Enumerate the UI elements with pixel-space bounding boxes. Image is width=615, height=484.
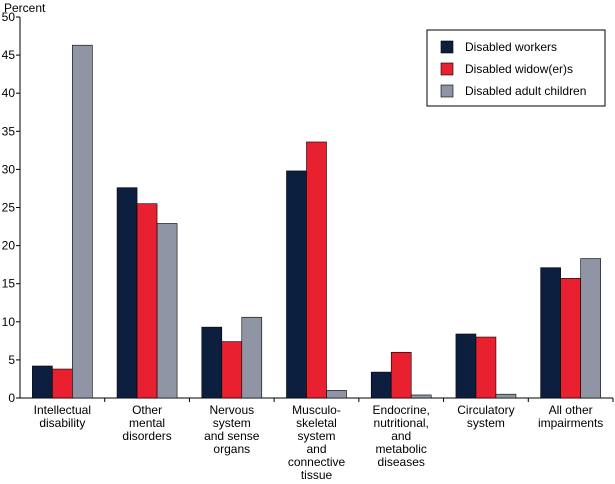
bar [52, 368, 73, 399]
bar [32, 365, 53, 399]
x-tick-label: All other impairments [538, 403, 603, 430]
bar [540, 267, 561, 399]
bar [306, 141, 327, 399]
bar [241, 316, 263, 399]
y-tick-label: 40 [2, 86, 16, 100]
y-tick-label: 30 [2, 162, 16, 176]
legend-box [426, 29, 606, 107]
bar [286, 170, 307, 399]
bar [136, 203, 158, 399]
y-tick-label: 50 [2, 10, 16, 24]
x-tick-label: Musculo-skeletal system and connective tissu… [288, 403, 346, 482]
y-tick-label: 35 [2, 124, 16, 138]
legend-swatch [440, 62, 454, 76]
bar [560, 278, 581, 399]
bar [410, 394, 432, 399]
bar [390, 351, 412, 399]
x-tick-label: Endocrine, nutritional, and metabolic diseas… [373, 403, 430, 469]
x-tick-label: Intellectual disability [34, 403, 91, 430]
x-tick-label: Circulatory system [457, 403, 514, 430]
legend-label: Disabled adult children [465, 84, 586, 98]
legend-swatch [440, 84, 454, 98]
bar [455, 333, 477, 399]
bar [475, 336, 497, 399]
bar [495, 393, 517, 399]
y-axis-label: Percent [4, 1, 46, 15]
bar [370, 371, 392, 399]
legend-label: Disabled workers [465, 40, 557, 54]
y-tick-label: 15 [2, 277, 16, 291]
y-tick-label: 20 [2, 239, 16, 253]
y-tick-label: 45 [2, 48, 16, 62]
y-tick-label: 10 [2, 315, 16, 329]
bar [326, 390, 347, 399]
bar [221, 341, 243, 399]
legend-label: Disabled widow(er)s [465, 62, 573, 76]
x-tick-label: Other mental disorders [122, 403, 171, 443]
legend-swatch [440, 40, 454, 54]
bar [580, 258, 601, 399]
y-tick-label: 5 [8, 353, 15, 367]
bar [201, 326, 223, 399]
bar [116, 187, 138, 399]
y-tick-label: 0 [8, 391, 15, 405]
y-tick-label: 25 [2, 201, 16, 215]
x-tick-label: Nervous system and sense organs [204, 403, 260, 456]
bar [72, 44, 93, 399]
bar [156, 223, 178, 399]
